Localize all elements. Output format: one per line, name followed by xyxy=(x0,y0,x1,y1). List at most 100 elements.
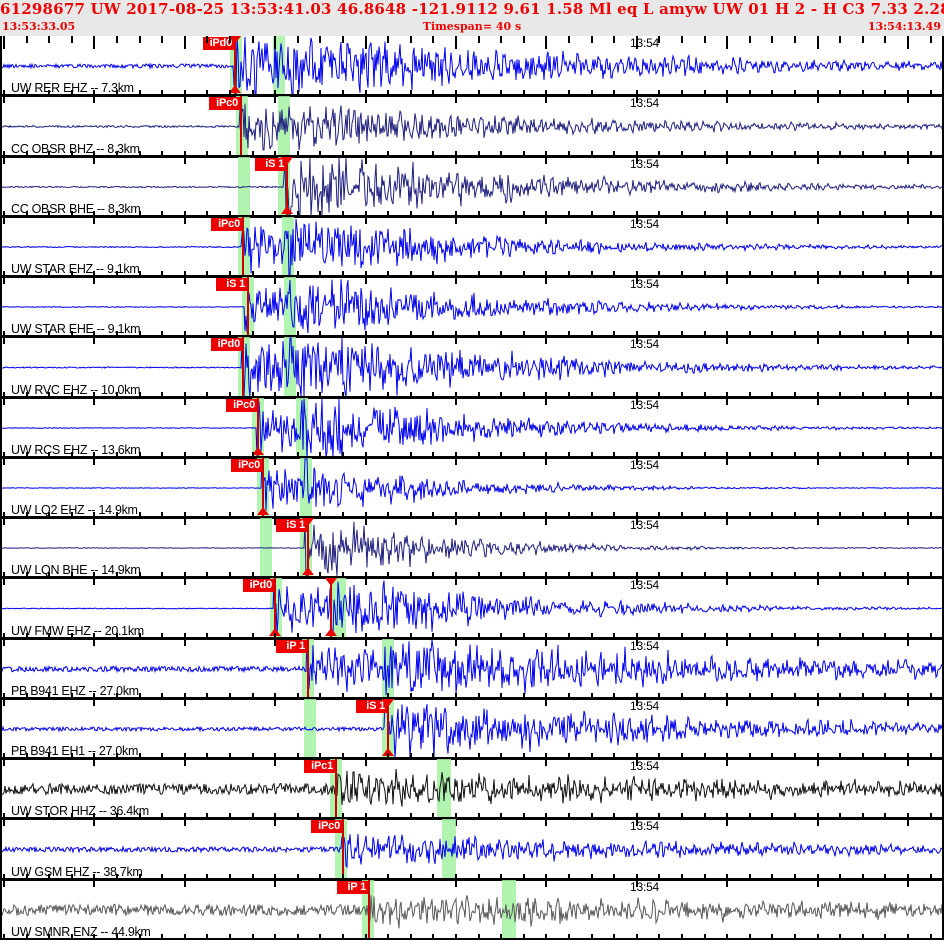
axis-tick xyxy=(274,633,276,646)
trace-row[interactable]: iPc0 13:54 CC OBSR BHZ -- 8.3km xyxy=(2,96,942,157)
axis-tick xyxy=(545,452,547,465)
axis-tick xyxy=(319,874,321,881)
axis-tick xyxy=(545,813,547,826)
phase-pick-label[interactable]: iPc0 xyxy=(311,820,342,833)
phase-pick-label[interactable]: iPc1 xyxy=(304,760,335,773)
pick-marker-up-icon xyxy=(325,628,337,636)
axis-tick xyxy=(184,753,186,766)
phase-pick-label[interactable]: iPc0 xyxy=(226,399,257,412)
phase-pick-line[interactable] xyxy=(257,398,259,458)
axis-tick xyxy=(794,934,796,940)
row-axis-line xyxy=(2,94,942,97)
axis-tick xyxy=(839,36,841,43)
axis-tick xyxy=(229,36,231,43)
station-label: UW LQ2 EHZ -- 14.9km xyxy=(11,503,138,517)
axis-tick xyxy=(523,392,525,399)
row-axis-line xyxy=(2,456,942,459)
trace-row[interactable]: iPc0 13:54 UW GSM EHZ -- 38.7km xyxy=(2,819,942,880)
axis-tick xyxy=(342,874,344,881)
phase-pick-label[interactable]: iPc0 xyxy=(209,97,240,110)
axis-tick xyxy=(681,693,683,700)
axis-tick xyxy=(139,874,141,881)
phase-pick-label[interactable]: iS 1 xyxy=(276,519,307,532)
trace-row[interactable]: iS 1 13:54 CC OBSR BHE -- 8.3km xyxy=(2,157,942,217)
trace-row[interactable]: iPd0 13:54 UW RVC EHZ -- 10.0km xyxy=(2,337,942,398)
phase-pick-line[interactable] xyxy=(286,157,288,217)
phase-pick-line[interactable] xyxy=(242,217,244,277)
axis-tick xyxy=(26,452,28,459)
trace-row[interactable]: iP 1 13:54 UW SMNR,ENZ -- 44.9km xyxy=(2,880,942,940)
axis-tick xyxy=(681,90,683,97)
trace-row[interactable]: iS 1 13:54 UW LQN BHE -- 14.9km xyxy=(2,518,942,578)
axis-tick xyxy=(319,512,321,519)
axis-tick xyxy=(907,452,909,465)
phase-pick-label[interactable]: iP 1 xyxy=(337,881,368,894)
waveform-panel[interactable]: iPd0 13:54 UW RER EHZ -- 7.3km iPc0 13:54 CC … xyxy=(0,36,944,940)
axis-tick xyxy=(71,512,73,519)
trace-row[interactable]: iS 1 13:54 PB B941 EH1 -- 27.0km xyxy=(2,699,942,759)
axis-tick xyxy=(839,753,841,760)
phase-pick-label[interactable]: iPc0 xyxy=(231,459,262,472)
phase-pick-line[interactable] xyxy=(262,458,264,518)
phase-pick-label[interactable]: iPd0 xyxy=(243,579,274,592)
axis-tick xyxy=(116,633,118,640)
axis-tick xyxy=(681,36,683,43)
axis-tick xyxy=(410,693,412,700)
time-axis-label: 13:54 xyxy=(630,96,660,110)
phase-pick-line[interactable] xyxy=(335,759,337,819)
phase-pick-line[interactable] xyxy=(330,578,332,639)
trace-row[interactable]: iPd0 13:54 UW RER EHZ -- 7.3km xyxy=(2,36,942,96)
axis-tick xyxy=(252,392,254,399)
axis-tick xyxy=(26,331,28,338)
phase-pick-line[interactable] xyxy=(234,36,236,96)
trace-row[interactable]: iPd0 13:54 UW FMW EHZ -- 20.1km xyxy=(2,578,942,639)
trace-row[interactable]: iPc0 13:54 UW RCS EHZ -- 13.6km xyxy=(2,398,942,458)
phase-pick-line[interactable] xyxy=(307,639,309,699)
axis-tick xyxy=(161,753,163,760)
phase-pick-line[interactable] xyxy=(274,578,276,639)
trace-row[interactable]: iS 1 13:54 UW STAR EHE -- 9.1km xyxy=(2,277,942,337)
axis-tick xyxy=(794,512,796,519)
axis-tick xyxy=(794,331,796,338)
phase-pick-label[interactable]: iS 1 xyxy=(356,700,387,713)
phase-pick-label[interactable]: iPc0 xyxy=(211,218,242,231)
phase-pick-label[interactable]: iP 1 xyxy=(276,640,307,653)
axis-tick xyxy=(365,151,367,164)
axis-tick xyxy=(410,512,412,519)
axis-tick xyxy=(365,36,367,49)
axis-tick xyxy=(613,211,615,218)
trace-row[interactable]: iPc0 13:54 UW STAR EHZ -- 9.1km xyxy=(2,217,942,277)
phase-pick-line[interactable] xyxy=(368,880,370,940)
time-axis-label: 13:54 xyxy=(630,880,660,894)
axis-tick xyxy=(478,934,480,940)
axis-tick xyxy=(500,36,502,43)
phase-pick-line[interactable] xyxy=(387,699,389,759)
phase-pick-label[interactable]: iPd0 xyxy=(203,37,234,50)
phase-pick-line[interactable] xyxy=(242,337,244,398)
axis-tick xyxy=(749,512,751,519)
phase-pick-line[interactable] xyxy=(240,96,242,157)
axis-tick xyxy=(749,874,751,881)
axis-tick xyxy=(930,633,932,640)
trace-row[interactable]: iP 1 13:54 PB B941 EHZ -- 27.0km xyxy=(2,639,942,699)
axis-tick xyxy=(907,874,909,887)
phase-pick-line[interactable] xyxy=(247,277,249,337)
axis-tick xyxy=(26,693,28,700)
axis-tick xyxy=(749,633,751,640)
trace-row[interactable]: iPc1 13:54 UW STOR HHZ -- 36.4km xyxy=(2,759,942,819)
phase-pick-line[interactable] xyxy=(307,518,309,578)
phase-pick-label[interactable]: iS 1 xyxy=(255,158,286,171)
axis-tick xyxy=(297,271,299,278)
axis-tick xyxy=(930,753,932,760)
axis-tick xyxy=(636,271,638,284)
phase-pick-label[interactable]: iS 1 xyxy=(216,278,247,291)
phase-pick-label[interactable]: iPd0 xyxy=(211,338,242,351)
axis-tick xyxy=(749,331,751,338)
axis-tick xyxy=(116,90,118,97)
axis-tick xyxy=(206,90,208,97)
trace-row[interactable]: iPc0 13:54 UW LQ2 EHZ -- 14.9km xyxy=(2,458,942,518)
event-summary-line: 61298677 UW 2017-08-25 13:53:41.03 46.86… xyxy=(0,0,944,18)
axis-tick xyxy=(455,36,457,49)
phase-pick-line[interactable] xyxy=(342,819,344,880)
axis-tick xyxy=(817,813,819,826)
